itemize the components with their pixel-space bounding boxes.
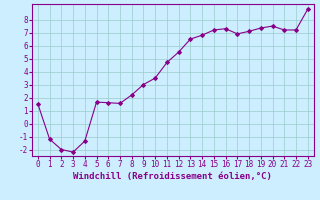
X-axis label: Windchill (Refroidissement éolien,°C): Windchill (Refroidissement éolien,°C) (73, 172, 272, 181)
